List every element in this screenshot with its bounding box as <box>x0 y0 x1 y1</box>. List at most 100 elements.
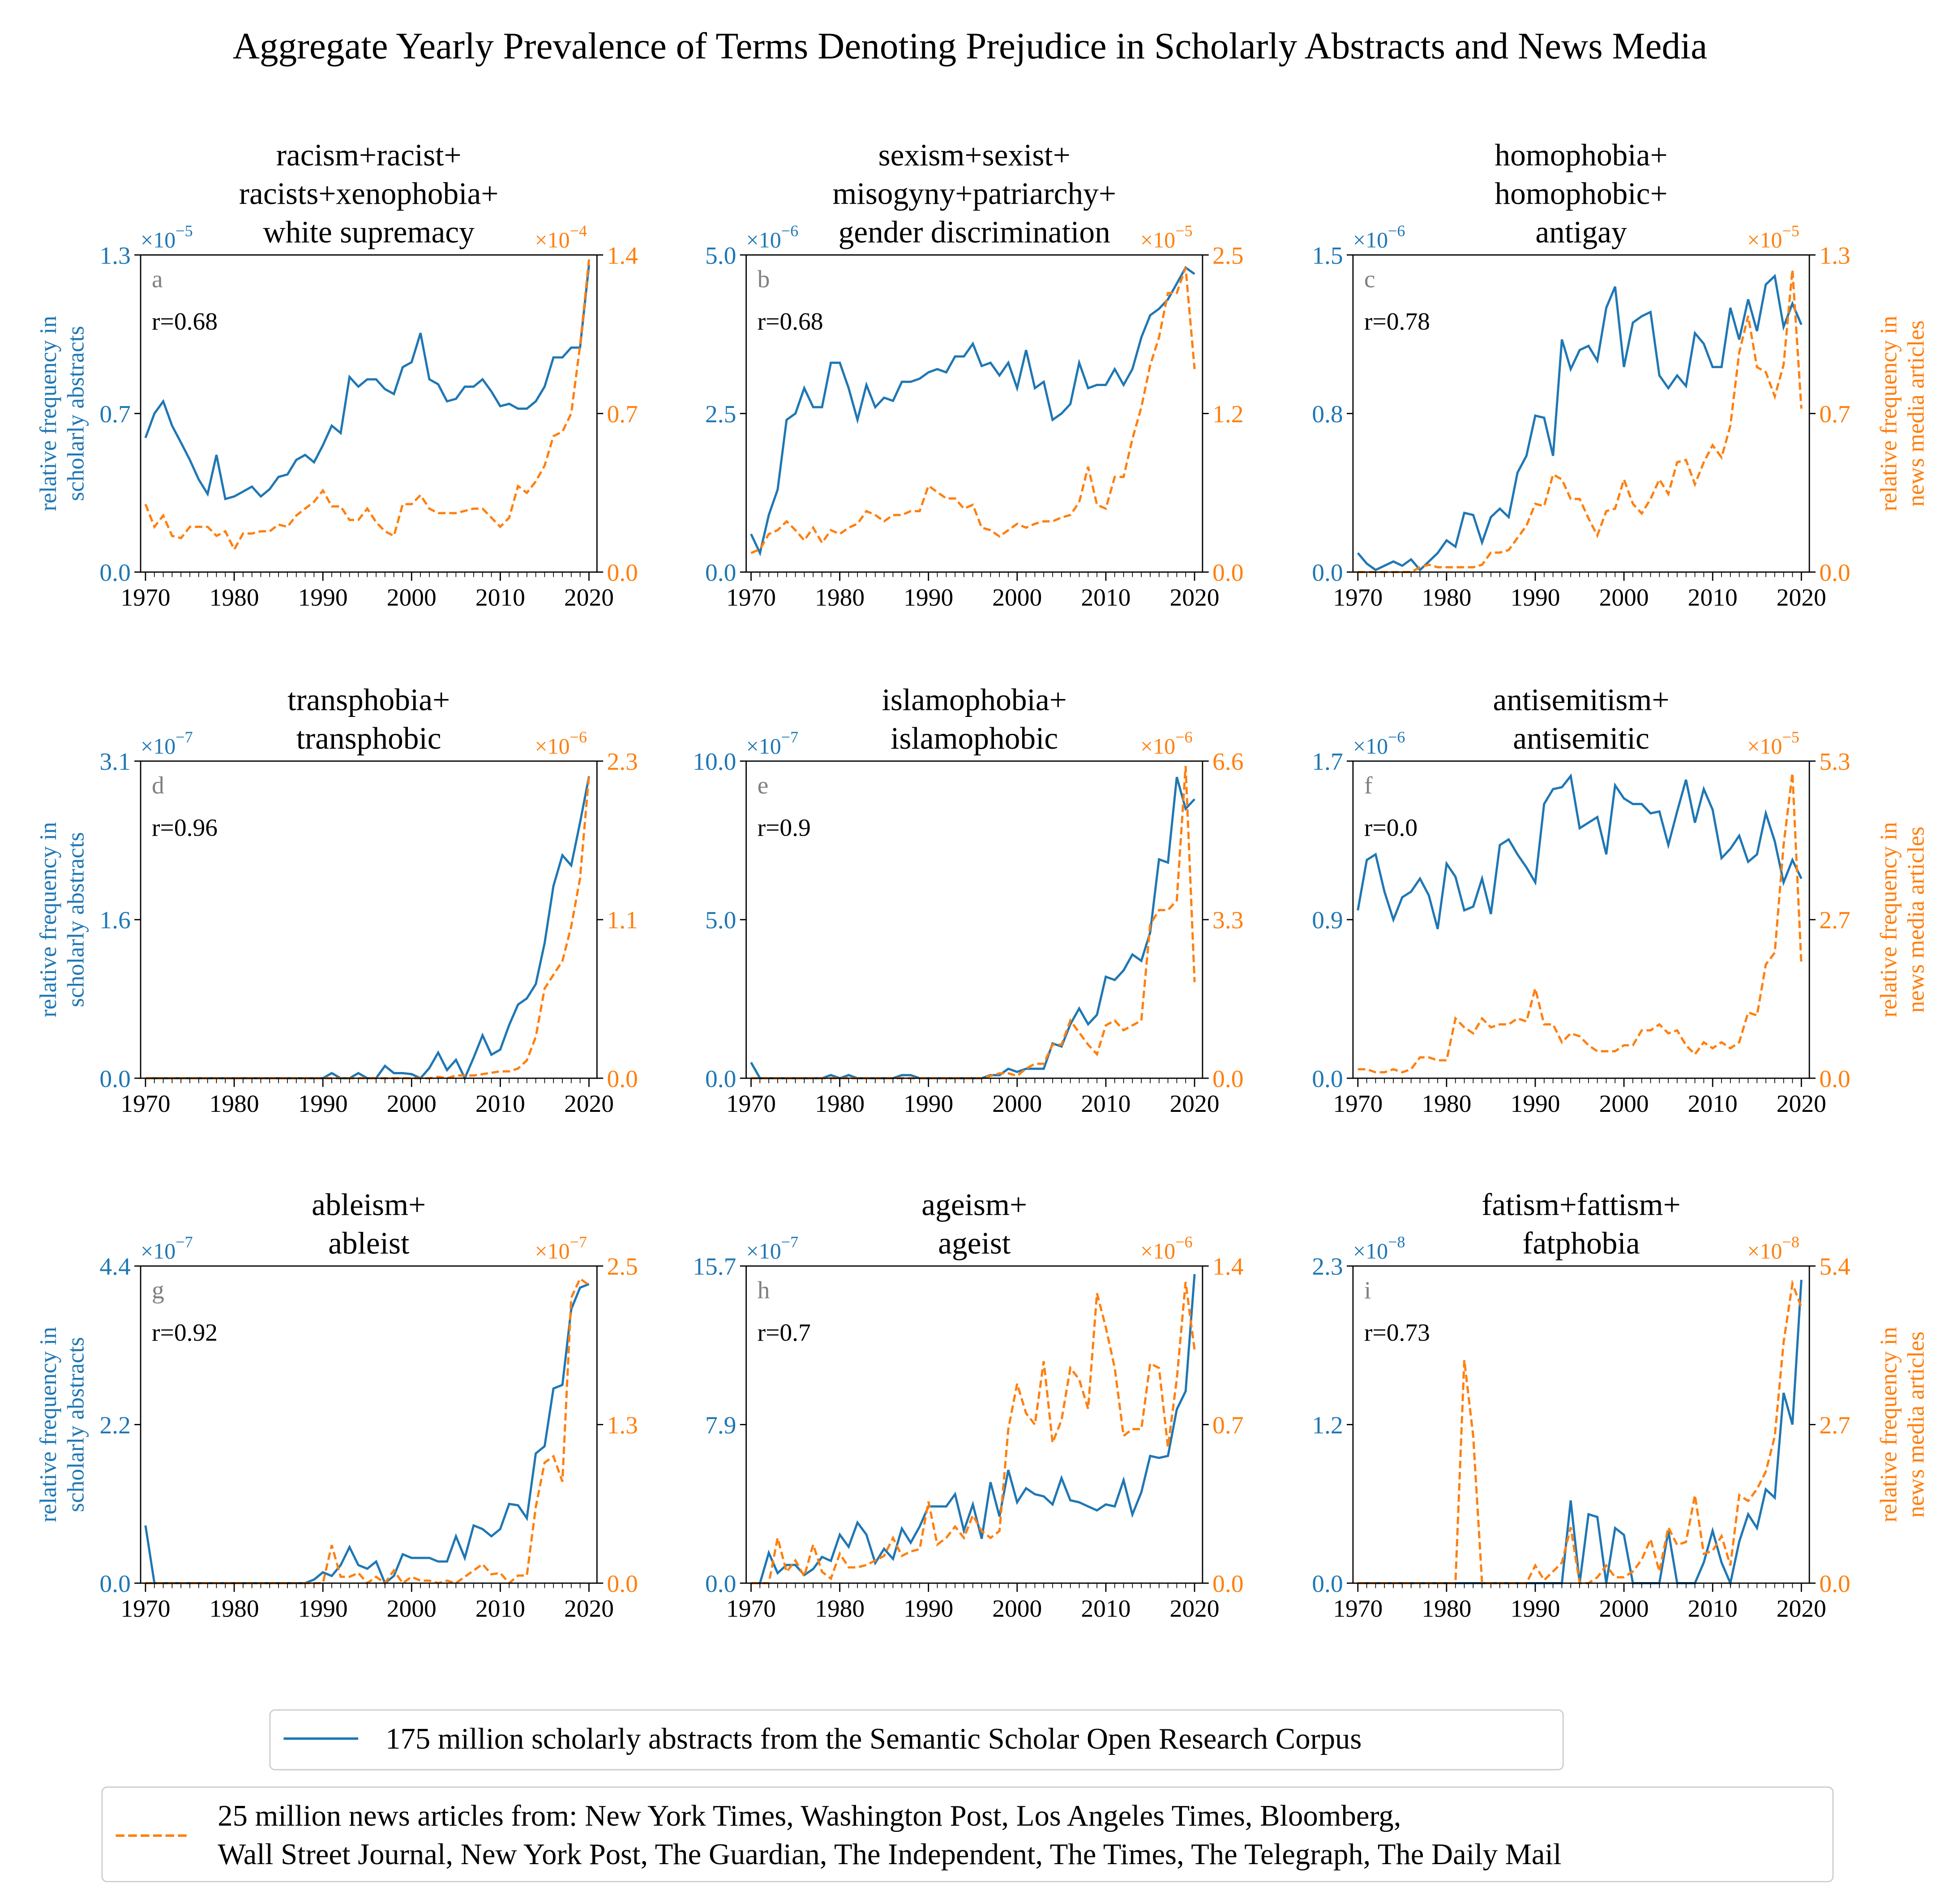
panel-letter: h <box>758 1277 770 1304</box>
y-right-exponent-power: −6 <box>1175 728 1192 746</box>
y-left-exponent-power: −6 <box>1388 728 1405 746</box>
y-right-exponent: ×10−6 <box>535 728 587 759</box>
y-left-tick-label: 1.3 <box>99 242 130 270</box>
x-tick-label: 2010 <box>475 1090 525 1118</box>
panel-title-line: transphobic <box>296 721 441 756</box>
x-tick-label: 1990 <box>1510 1090 1560 1118</box>
y-right-exponent-power: −4 <box>570 222 587 240</box>
series-line-news <box>751 766 1196 1080</box>
y-left-tick-label: 5.0 <box>705 907 736 934</box>
y-left-axis-label: relative frequency in <box>35 1327 61 1522</box>
y-left-tick-label: 0.0 <box>705 1570 736 1598</box>
x-tick-label: 1970 <box>120 1595 170 1622</box>
x-tick-label: 2010 <box>1688 1090 1738 1118</box>
x-tick-label: 1980 <box>1422 1595 1471 1622</box>
y-left-tick-label: 15.7 <box>693 1253 736 1281</box>
y-right-axis-label: news media articles <box>1903 827 1929 1013</box>
y-right-tick-label: 1.4 <box>607 242 638 270</box>
correlation-label: r=0.73 <box>1364 1319 1430 1347</box>
y-left-exponent: ×10−7 <box>141 728 193 759</box>
y-left-tick-label: 0.0 <box>99 559 130 587</box>
y-right-tick-label: 1.4 <box>1212 1253 1243 1281</box>
panel-title-line: ageism+ <box>921 1188 1027 1222</box>
legend-news-label-line1: 25 million news articles from: New York … <box>218 1800 1401 1832</box>
panel-letter: c <box>1364 266 1375 293</box>
x-tick-label: 1970 <box>726 1090 776 1118</box>
y-left-axis-label: scholarly abstracts <box>63 326 89 501</box>
x-tick-label: 2000 <box>387 1090 437 1118</box>
y-left-tick-label: 1.5 <box>1312 242 1343 270</box>
series-line-news <box>750 267 1196 554</box>
panel-letter: d <box>152 772 164 799</box>
x-tick-label: 2000 <box>387 584 437 612</box>
legend-scholarly-label: 175 million scholarly abstracts from the… <box>385 1723 1362 1755</box>
x-tick-label: 1970 <box>726 1595 776 1622</box>
panel-letter: i <box>1364 1277 1371 1304</box>
y-left-exponent: ×10−7 <box>746 728 799 759</box>
y-left-tick-label: 4.4 <box>99 1253 130 1281</box>
x-tick-label: 1970 <box>726 584 776 612</box>
y-right-exponent: ×10−6 <box>1140 728 1193 759</box>
y-left-tick-label: 0.0 <box>1312 559 1343 587</box>
plot-frame <box>140 760 598 1079</box>
y-right-tick-label: 5.4 <box>1819 1253 1850 1281</box>
y-left-axis-label: scholarly abstracts <box>63 832 89 1007</box>
y-left-tick-label: 2.2 <box>99 1412 130 1439</box>
y-left-axis-label: relative frequency in <box>35 316 61 511</box>
x-tick-label: 2020 <box>1169 1595 1219 1622</box>
y-right-tick-label: 0.0 <box>1819 559 1850 587</box>
panel-title-line: racism+racist+ <box>276 138 462 172</box>
panel-title-line: racists+xenophobia+ <box>239 176 499 211</box>
panel-e: islamophobia+ islamophobic 1970 1980 1990 200… <box>693 683 1243 1118</box>
panel-letter: g <box>152 1277 164 1304</box>
x-tick-label: 1990 <box>904 584 953 612</box>
x-tick-label: 2020 <box>1777 584 1826 612</box>
y-right-tick-label: 0.7 <box>607 401 638 428</box>
y-left-exponent: ×10−7 <box>746 1233 799 1264</box>
y-left-exponent-power: −6 <box>781 222 798 240</box>
y-left-exponent-power: −7 <box>176 728 193 746</box>
panel-title-line: homophobia+ <box>1495 138 1667 172</box>
figure-title: Aggregate Yearly Prevalence of Terms Den… <box>233 26 1708 67</box>
panel-title-line: gender discrimination <box>839 215 1110 250</box>
x-tick-label: 2020 <box>564 1595 614 1622</box>
panel-title-line: ableism+ <box>312 1188 426 1222</box>
y-right-exponent-power: −6 <box>1175 1233 1192 1251</box>
x-tick-label: 2000 <box>992 584 1042 612</box>
x-tick-label: 1980 <box>1422 1090 1471 1118</box>
y-left-tick-label: 0.0 <box>99 1570 130 1598</box>
y-right-exponent-power: −8 <box>1782 1233 1799 1251</box>
x-tick-label: 2000 <box>992 1090 1042 1118</box>
y-left-axis-label: scholarly abstracts <box>63 1337 89 1512</box>
series-line-scholarly <box>750 266 1195 557</box>
y-right-tick-label: 0.7 <box>1212 1412 1243 1439</box>
x-tick-label: 2020 <box>1169 1090 1219 1118</box>
panel-title-line: antisemitic <box>1513 721 1649 756</box>
correlation-label: r=0.78 <box>1364 308 1430 335</box>
y-left-exponent: ×10−5 <box>141 222 193 253</box>
x-tick-label: 1980 <box>815 1090 865 1118</box>
legend-scholarly: 175 million scholarly abstracts from the… <box>269 1709 1564 1771</box>
panel-title-line: fatphobia <box>1522 1226 1640 1261</box>
x-tick-label: 1970 <box>1333 584 1383 612</box>
y-left-tick-label: 0.0 <box>705 1065 736 1093</box>
correlation-label: r=0.0 <box>1364 814 1418 841</box>
y-right-exponent: ×10−8 <box>1747 1233 1799 1264</box>
panel-title-line: islamophobic <box>891 721 1058 756</box>
x-tick-label: 1990 <box>1510 1595 1560 1622</box>
x-tick-label: 2000 <box>1599 1595 1649 1622</box>
y-right-tick-label: 2.7 <box>1819 907 1850 934</box>
y-left-axis-label: relative frequency in <box>35 822 61 1017</box>
x-tick-label: 1980 <box>815 1595 865 1622</box>
y-right-tick-label: 2.5 <box>1212 242 1243 270</box>
panel-title-line: misogyny+patriarchy+ <box>832 176 1116 211</box>
plot-frame <box>1352 760 1810 1079</box>
y-right-tick-label: 0.7 <box>1819 401 1850 428</box>
y-left-tick-label: 0.0 <box>705 559 736 587</box>
x-tick-label: 1990 <box>904 1595 953 1622</box>
y-left-exponent-power: −6 <box>1388 222 1405 240</box>
panel-title-line: antigay <box>1535 215 1627 250</box>
y-right-exponent: ×10−4 <box>535 222 587 253</box>
x-tick-label: 2000 <box>387 1595 437 1622</box>
